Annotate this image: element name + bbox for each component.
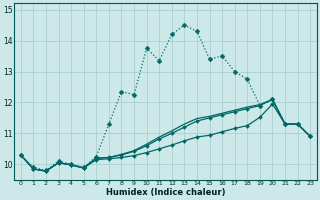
X-axis label: Humidex (Indice chaleur): Humidex (Indice chaleur) xyxy=(106,188,225,197)
